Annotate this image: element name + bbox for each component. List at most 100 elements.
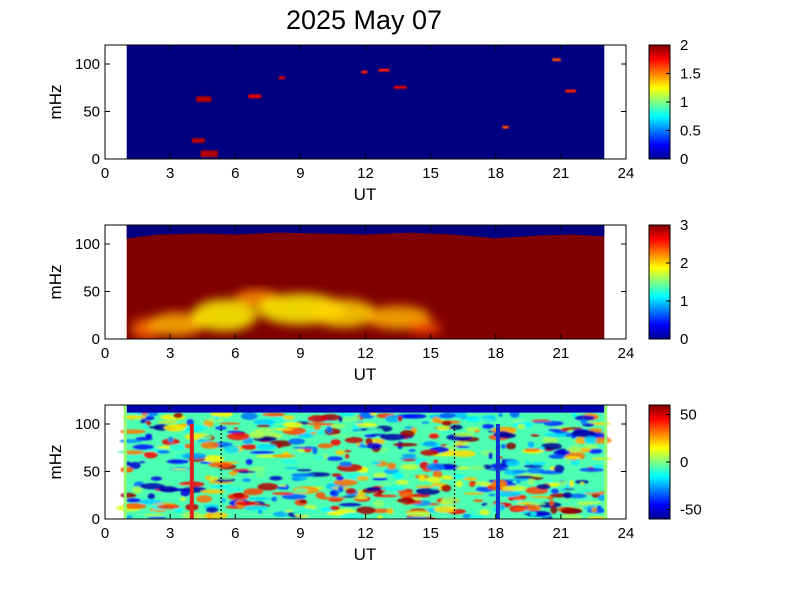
spectrogram-cell [138, 499, 162, 505]
spectrogram-cell [481, 415, 497, 422]
spectrogram-cell [249, 466, 266, 472]
spectrogram-cell [456, 445, 470, 448]
spectrogram-cell [138, 461, 146, 464]
spectrogram-cell [277, 486, 286, 490]
spectrogram-cell [333, 479, 358, 486]
spectrogram-cell [331, 473, 342, 477]
spectrogram-cell [590, 464, 603, 468]
spectrogram-cell [574, 479, 589, 484]
spectrogram-background [126, 405, 605, 519]
spectrogram-cell [356, 443, 361, 446]
spectrogram-feature [191, 299, 257, 332]
spectrogram-cell [249, 430, 265, 439]
y-tick-label: 0 [92, 511, 100, 528]
spectrogram-cell [548, 454, 568, 459]
spectrogram-cell [203, 512, 229, 519]
spectrogram-cell [249, 450, 275, 454]
x-tick-label: 6 [231, 345, 239, 362]
panel-3: 0 3 6 9 12 15 18 21 24 0 50 100 UT mHz -50 0 50 [46, 404, 702, 564]
spectrogram-cell [124, 515, 133, 519]
spectrogram-cell [273, 428, 294, 431]
spectrogram-cell [383, 468, 399, 475]
x-tick-label: 3 [166, 525, 174, 542]
spectrogram-cell [196, 495, 213, 503]
spectrogram-cell [271, 454, 296, 458]
spectrogram-cell [561, 497, 572, 503]
spectrogram-cell [591, 507, 597, 513]
spectrogram-cell [564, 486, 590, 489]
y-tick-label: 50 [83, 464, 100, 481]
spectrogram-cell [132, 444, 155, 450]
colorbar-tick-label: 2 [680, 255, 688, 272]
spectrogram-cell [329, 505, 341, 511]
spectrogram-cell [415, 485, 434, 488]
x-tick-label: 24 [618, 165, 635, 182]
spectrogram-cell [313, 456, 326, 460]
spectrogram-cell [345, 453, 350, 459]
spectrogram-cell [199, 461, 212, 464]
spectrogram-cell [331, 434, 351, 437]
colorbar-tick-label: 1 [680, 293, 688, 310]
figure-title: 2025 May 07 [286, 5, 442, 35]
panel-2-colorbar: 0 1 2 3 [648, 217, 688, 348]
spectrogram-cell [338, 416, 343, 423]
colorbar-tick-label: 0.5 [680, 123, 701, 140]
spectrogram-cell [173, 412, 183, 419]
spectrogram-cell [242, 513, 262, 519]
spectrogram-cell [426, 512, 450, 517]
spectrogram-cell [282, 427, 307, 435]
spectrogram-cell [226, 432, 250, 441]
y-tick-label: 50 [83, 104, 100, 121]
spectrogram-cell [370, 461, 382, 465]
spectrogram-cell [294, 488, 309, 494]
spectrogram-cell [143, 451, 158, 459]
spectrogram-cell [395, 479, 410, 485]
spectrogram-cell [283, 421, 303, 428]
spectrogram-cell [312, 447, 318, 455]
spectrogram-cell [559, 428, 571, 432]
x-tick-label: 3 [166, 345, 174, 362]
spectrogram-cell [326, 456, 343, 462]
spectrogram-cell [439, 412, 456, 419]
spectrogram-cell [530, 495, 553, 499]
spectrogram-cell [571, 504, 588, 508]
spectrogram-cell [498, 413, 503, 417]
spectrogram-cell [345, 488, 357, 495]
spectrogram-cell [419, 461, 429, 469]
spectrogram-cell [225, 486, 244, 493]
spectrogram-cell [166, 459, 189, 465]
spectrogram-cell [365, 427, 384, 435]
x-tick-label: 21 [553, 165, 570, 182]
panel-1-x-ticks: 0 3 6 9 12 15 18 21 24 [101, 45, 635, 182]
panel-1-spectrogram [126, 45, 605, 159]
spectrogram-cell [572, 412, 577, 418]
spectrogram-feature [248, 94, 262, 99]
panel-2-colorbar-gradient [648, 224, 671, 340]
spectrogram-cell [142, 423, 148, 429]
spectrogram-cell [588, 448, 603, 454]
x-tick-label: 21 [553, 345, 570, 362]
panel-2-x-ticks: 0 3 6 9 12 15 18 21 24 [101, 225, 635, 362]
x-tick-label: 0 [101, 345, 109, 362]
x-tick-label: 24 [618, 525, 635, 542]
spectrogram-cell [145, 433, 153, 439]
spectrogram-cell [550, 488, 560, 494]
spectrogram-cell [553, 464, 565, 473]
spectrogram-cell [129, 461, 141, 470]
spectrogram-cell [171, 485, 192, 488]
spectrogram-cell [241, 412, 258, 421]
spectrogram-cell [426, 463, 445, 472]
spectrogram-cell [441, 484, 452, 492]
x-tick-label: 18 [487, 165, 504, 182]
x-tick-label: 24 [618, 345, 635, 362]
spectrogram-cell [575, 458, 581, 464]
spectrogram-cell [423, 441, 437, 447]
spectrogram-feature [191, 138, 205, 143]
x-tick-label: 0 [101, 525, 109, 542]
colorbar-tick-label: 50 [680, 407, 697, 424]
spectrogram-cell [398, 490, 414, 499]
spectrogram-feature [148, 312, 205, 337]
spectrogram-feature [393, 85, 407, 89]
spectrogram-texture [115, 410, 612, 519]
spectrogram-cell [235, 501, 256, 506]
